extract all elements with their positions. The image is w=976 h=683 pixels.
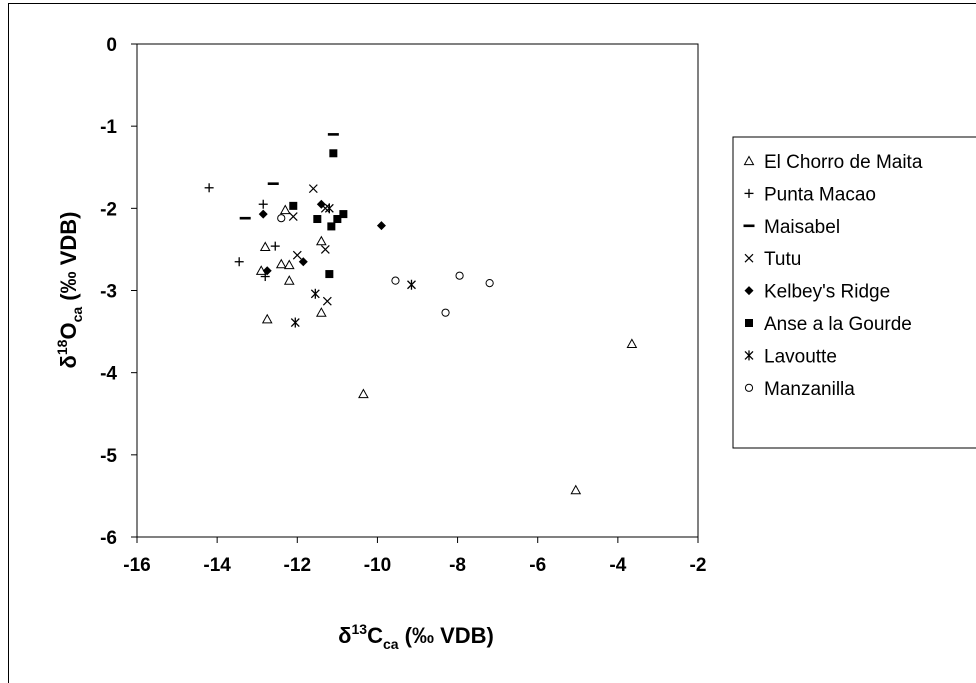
data-point <box>339 210 348 219</box>
data-point <box>288 212 298 221</box>
legend-label: Anse a la Gourde <box>764 314 912 335</box>
y-axis: 0 -1 -2 -3 -4 -5 -6 <box>100 35 137 549</box>
data-point <box>289 201 298 210</box>
y-tick-label: -6 <box>100 528 117 549</box>
series-anse-a-la-gourde <box>289 149 348 279</box>
series-lavoutte <box>290 203 416 328</box>
data-points <box>204 133 638 495</box>
data-point <box>234 257 244 267</box>
x-tick-label: -4 <box>609 555 626 576</box>
data-point <box>315 235 327 246</box>
y-axis-title: δ18Oca (‰ VDB) <box>54 212 85 369</box>
data-point <box>570 484 582 495</box>
data-point <box>316 199 326 209</box>
x-tick-label: -16 <box>123 555 150 576</box>
y-tick-label: -4 <box>100 364 117 385</box>
y-tick-label: -5 <box>100 446 117 467</box>
data-point <box>270 241 280 251</box>
data-point <box>204 183 214 193</box>
x-tick-label: -10 <box>364 555 391 576</box>
data-point <box>376 221 386 231</box>
legend-item: Anse a la Gourde <box>745 314 912 335</box>
x-axis-title: δ13Cca (‰ VDB) <box>338 621 494 652</box>
legend-marker <box>744 383 754 392</box>
data-point <box>322 296 332 306</box>
data-point <box>325 270 334 279</box>
legend-item: Tutu <box>744 249 801 270</box>
data-point <box>455 271 464 280</box>
data-point <box>308 184 318 194</box>
legend-label: Kelbey's Ridge <box>764 282 890 303</box>
data-point <box>258 199 268 209</box>
legend-marker <box>745 319 753 327</box>
data-point <box>260 272 270 282</box>
legend-label: Lavoutte <box>764 346 837 367</box>
legend-label: Tutu <box>764 249 801 270</box>
data-point <box>327 222 336 231</box>
series-punta-macao <box>204 183 280 282</box>
data-point <box>391 276 400 285</box>
x-axis: -16 -14 -12 -10 -8 -6 -4 -2 <box>123 537 706 576</box>
x-tick-label: -14 <box>203 555 231 576</box>
legend-item: El Chorro de Maita <box>743 152 923 173</box>
x-tick-label: -8 <box>449 555 466 576</box>
data-point <box>324 203 334 214</box>
y-tick-label: -1 <box>100 117 117 138</box>
series-manzanilla <box>277 214 494 317</box>
data-point <box>626 338 638 349</box>
data-point <box>259 241 271 252</box>
chart-frame <box>8 3 976 683</box>
legend-marker <box>744 188 754 198</box>
data-point <box>258 209 268 219</box>
data-point <box>441 308 450 317</box>
data-point <box>290 317 300 328</box>
data-point <box>313 215 322 224</box>
data-point <box>279 204 291 215</box>
data-point <box>358 388 369 399</box>
data-point <box>329 149 338 158</box>
data-point <box>283 259 295 270</box>
legend-marker <box>743 155 755 166</box>
legend-label: Maisabel <box>764 217 840 238</box>
data-point <box>292 250 302 260</box>
data-point <box>262 266 272 276</box>
data-point <box>320 244 330 254</box>
x-tick-label: -12 <box>284 555 311 576</box>
data-point <box>485 279 494 288</box>
legend-marker <box>744 286 754 296</box>
data-point <box>277 214 286 223</box>
legend-marker <box>744 350 754 361</box>
data-point <box>310 288 320 299</box>
legend-item: Maisabel <box>743 217 840 238</box>
series-kelbey-s-ridge <box>258 199 386 276</box>
legend-box <box>732 136 976 449</box>
data-point <box>315 307 327 317</box>
legend-label: El Chorro de Maita <box>764 152 923 173</box>
legend-item: Manzanilla <box>744 379 855 400</box>
legend-item: Lavoutte <box>744 346 837 367</box>
legend-marker <box>744 253 754 263</box>
y-tick-label: 0 <box>106 35 117 56</box>
data-point <box>275 258 287 269</box>
legend-item: Kelbey's Ridge <box>744 282 890 303</box>
legend-label: Manzanilla <box>764 379 855 400</box>
data-point <box>407 279 416 290</box>
plot-area <box>136 43 699 538</box>
data-point <box>283 275 295 285</box>
y-tick-label: -3 <box>100 282 117 303</box>
x-tick-label: -6 <box>529 555 546 576</box>
series-tutu <box>288 184 332 306</box>
series-el-chorro-de-maita <box>255 204 638 495</box>
series-maisabel <box>239 133 339 220</box>
data-point <box>333 215 342 224</box>
legend-item: Punta Macao <box>744 184 876 205</box>
y-tick-label: -2 <box>100 199 117 220</box>
legend-label: Punta Macao <box>764 184 876 205</box>
x-tick-label: -2 <box>690 555 707 576</box>
data-point <box>298 257 308 267</box>
data-point <box>261 313 273 324</box>
legend: El Chorro de Maita Punta Macao Maisabel Tut… <box>732 136 976 449</box>
